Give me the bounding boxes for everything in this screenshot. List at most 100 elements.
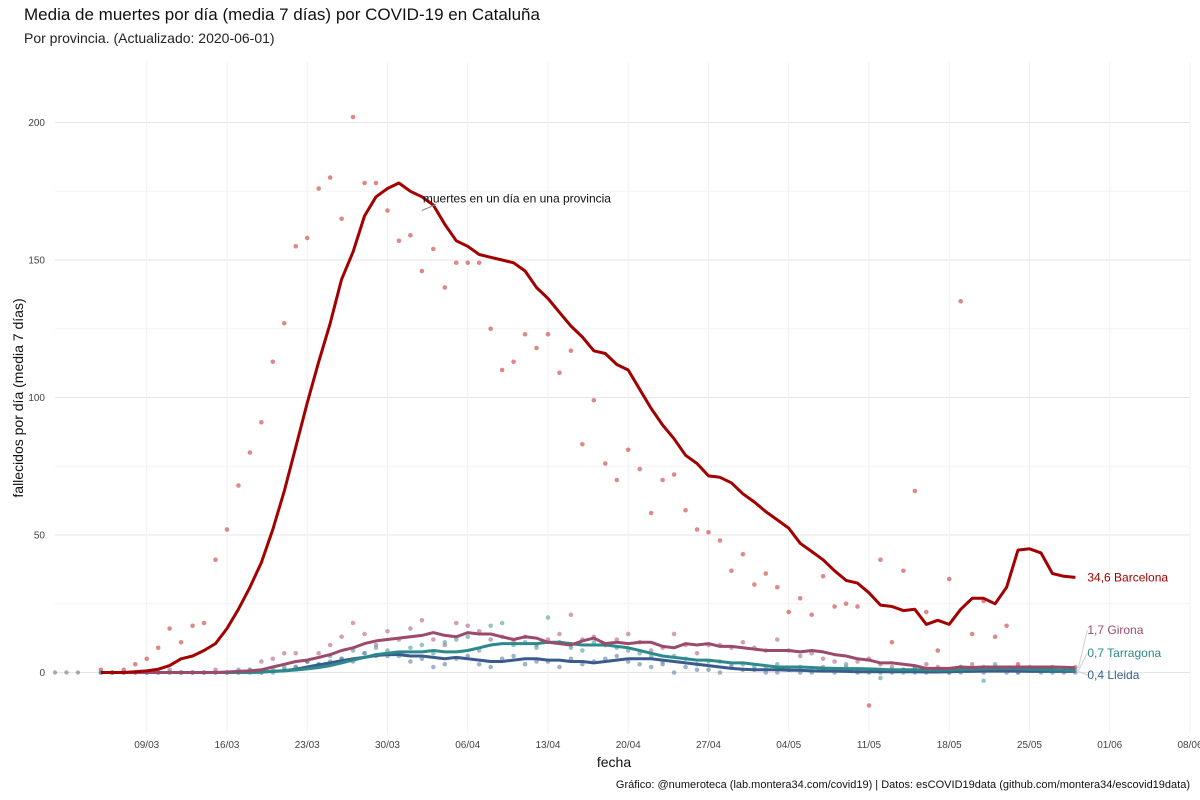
- series-label-tarragona: 0,7 Tarragona: [1087, 646, 1161, 660]
- daily-point-girona: [385, 628, 390, 634]
- daily-point-barcelona: [614, 477, 620, 483]
- daily-point-barcelona: [259, 419, 264, 425]
- daily-point-barcelona: [155, 645, 161, 651]
- daily-point-tarragona: [419, 642, 425, 648]
- line-girona: [100, 631, 1076, 674]
- daily-point-barcelona: [603, 461, 608, 466]
- daily-point-lleida: [637, 661, 642, 667]
- daily-point-girona: [832, 659, 837, 664]
- line-tarragona: [100, 640, 1076, 674]
- daily-point-barcelona: [247, 450, 253, 455]
- daily-point-girona: [362, 631, 367, 637]
- x-tick-label: 11/05: [857, 740, 882, 751]
- daily-point-tarragona: [545, 615, 551, 620]
- x-tick-label: 13/04: [535, 740, 560, 751]
- daily-point-lleida: [614, 653, 620, 659]
- chart-title: Media de muertes por día (media 7 días) …: [24, 5, 540, 24]
- daily-point: [64, 670, 69, 675]
- daily-point-girona: [625, 631, 631, 637]
- daily-point-barcelona: [969, 631, 975, 637]
- daily-point-girona: [327, 642, 333, 648]
- chart-subtitle: Por provincia. (Actualizado: 2020-06-01): [24, 30, 275, 46]
- daily-point-barcelona: [660, 477, 665, 483]
- label-leader: [1077, 652, 1088, 671]
- daily-point-tarragona: [591, 639, 597, 645]
- daily-point-tarragona: [465, 634, 471, 640]
- daily-point-girona: [924, 661, 929, 667]
- daily-point-tarragona: [843, 661, 849, 667]
- y-tick-label: 200: [28, 118, 45, 129]
- daily-point-lleida: [648, 664, 654, 670]
- daily-point-girona: [797, 653, 803, 659]
- daily-point-barcelona: [786, 609, 792, 615]
- daily-point-tarragona: [580, 648, 585, 653]
- x-tick-label: 30/03: [375, 740, 400, 751]
- daily-point-barcelona: [522, 331, 528, 337]
- daily-point-barcelona: [625, 447, 631, 453]
- daily-point-barcelona: [132, 661, 138, 667]
- daily-point-barcelona: [350, 114, 356, 120]
- daily-point-barcelona: [740, 551, 746, 557]
- daily-point-barcelona: [327, 175, 333, 180]
- daily-point: [75, 670, 81, 675]
- y-tick-label: 50: [34, 531, 46, 542]
- daily-point-barcelona: [419, 268, 425, 274]
- daily-point-barcelona: [797, 595, 803, 601]
- daily-point-girona: [568, 612, 574, 618]
- daily-point-barcelona: [213, 557, 218, 563]
- daily-point-barcelona: [304, 235, 310, 241]
- daily-point-barcelona: [924, 609, 929, 615]
- daily-point-girona: [431, 637, 436, 642]
- series-lines: [100, 181, 1076, 674]
- daily-point-girona: [740, 639, 746, 645]
- daily-point-tarragona: [534, 645, 539, 651]
- daily-point-barcelona: [362, 180, 367, 186]
- daily-point-tarragona: [453, 637, 459, 642]
- daily-point-lleida: [476, 661, 482, 667]
- daily-point-barcelona: [236, 483, 241, 488]
- daily-point-barcelona: [901, 568, 906, 574]
- daily-point-barcelona: [855, 604, 860, 609]
- daily-point-lleida: [557, 664, 562, 670]
- daily-point-barcelona: [396, 238, 402, 244]
- daily-point-lleida: [511, 653, 516, 659]
- daily-point-tarragona: [373, 645, 379, 651]
- daily-point-barcelona: [992, 634, 998, 640]
- daily-point-barcelona: [637, 466, 642, 472]
- daily-point-tarragona: [981, 678, 986, 684]
- daily-point-lleida: [431, 664, 436, 670]
- daily-point-girona: [350, 620, 356, 626]
- daily-point-lleida: [522, 661, 528, 667]
- daily-point-barcelona: [843, 601, 849, 607]
- daily-point-barcelona: [293, 243, 299, 249]
- daily-point-lleida: [408, 659, 413, 664]
- daily-point-girona: [453, 620, 459, 626]
- daily-point-barcelona: [1004, 623, 1009, 629]
- daily-point-barcelona: [820, 573, 826, 579]
- daily-point-barcelona: [316, 186, 321, 191]
- daily-point-barcelona: [167, 626, 172, 631]
- daily-point-barcelona: [889, 639, 895, 645]
- daily-point-barcelona: [499, 367, 505, 373]
- daily-point-barcelona: [431, 246, 436, 252]
- daily-point-girona: [339, 634, 344, 640]
- daily-point-barcelona: [958, 298, 964, 304]
- daily-point-tarragona: [488, 623, 493, 629]
- daily-point-barcelona: [534, 345, 539, 351]
- daily-point-tarragona: [385, 648, 390, 653]
- daily-point-tarragona: [408, 645, 413, 651]
- x-tick-label: 23/03: [295, 740, 320, 751]
- daily-point-barcelona: [224, 527, 230, 532]
- daily-point-girona: [774, 637, 780, 642]
- daily-point-girona: [820, 656, 826, 662]
- daily-point-barcelona: [694, 527, 700, 532]
- x-tick-label: 08/06: [1177, 740, 1200, 751]
- daily-point-lleida: [362, 650, 367, 656]
- y-tick-label: 150: [28, 256, 45, 267]
- daily-point-barcelona: [946, 576, 952, 582]
- x-tick-label: 27/04: [696, 740, 721, 751]
- daily-point-barcelona: [144, 656, 150, 662]
- y-tick-label: 100: [28, 393, 45, 404]
- daily-point-girona: [614, 637, 620, 642]
- daily-point-lleida: [488, 664, 493, 670]
